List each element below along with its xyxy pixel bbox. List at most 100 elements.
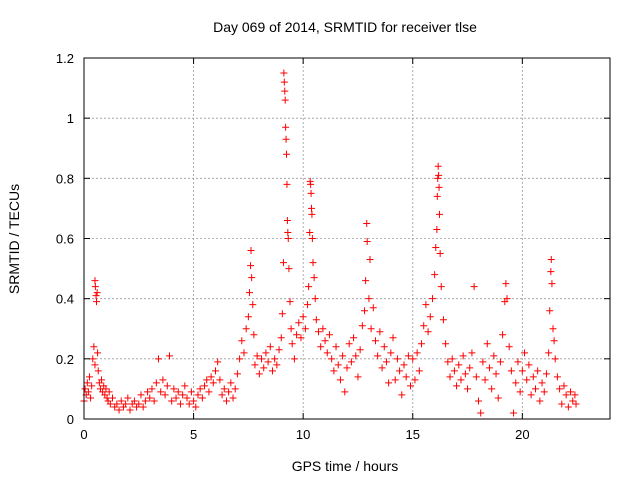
data-point — [505, 343, 513, 351]
data-point — [113, 400, 121, 408]
data-point — [247, 262, 255, 270]
data-point — [238, 337, 246, 345]
data-point — [490, 352, 498, 360]
data-point — [176, 400, 184, 408]
data-point — [278, 310, 286, 318]
data-point — [435, 171, 443, 179]
data-point — [547, 268, 555, 276]
data-point — [494, 394, 502, 402]
data-point — [152, 379, 160, 387]
data-point — [268, 367, 276, 375]
data-point — [216, 376, 224, 384]
data-point — [91, 361, 99, 369]
data-point — [135, 400, 143, 408]
data-point — [453, 382, 461, 390]
data-point — [281, 87, 289, 95]
data-point — [466, 364, 474, 372]
y-tick-label: 1.2 — [56, 51, 74, 66]
data-point — [376, 328, 384, 336]
data-point — [569, 397, 577, 405]
data-point — [185, 400, 193, 408]
y-axis-label: SRMTID / TECUs — [6, 184, 22, 294]
data-point — [435, 210, 443, 218]
data-point — [527, 391, 535, 399]
data-point — [247, 247, 255, 255]
data-point — [98, 376, 106, 384]
data-point — [190, 397, 198, 405]
data-point — [105, 388, 113, 396]
data-point — [328, 355, 336, 363]
data-point — [308, 235, 316, 242]
data-point — [283, 180, 291, 188]
data-point — [250, 331, 258, 339]
data-point — [567, 388, 575, 396]
data-point — [93, 289, 101, 297]
data-point — [433, 225, 441, 233]
data-point — [280, 78, 288, 86]
data-point — [525, 361, 533, 369]
data-point — [437, 283, 445, 291]
data-point — [148, 385, 156, 393]
y-tick-label: 0 — [67, 412, 74, 427]
data-point — [521, 349, 529, 357]
data-point — [422, 301, 430, 309]
data-point — [281, 96, 289, 104]
data-point — [529, 373, 537, 381]
data-point — [297, 334, 305, 342]
data-point — [301, 325, 309, 333]
data-point — [516, 388, 524, 396]
data-point — [540, 388, 548, 396]
data-point — [201, 382, 209, 390]
data-point — [83, 379, 91, 387]
data-point — [512, 379, 520, 387]
data-point — [227, 379, 235, 387]
data-point — [450, 367, 458, 375]
data-point — [361, 307, 369, 315]
data-point — [240, 349, 248, 357]
data-point — [168, 397, 176, 405]
data-point — [108, 394, 116, 402]
data-point — [546, 307, 554, 315]
data-point — [334, 361, 342, 369]
data-point — [461, 370, 469, 378]
data-point — [485, 364, 493, 372]
data-point — [179, 391, 187, 399]
data-point — [89, 355, 97, 363]
data-point — [229, 394, 237, 402]
x-tick-label: 0 — [80, 427, 87, 442]
data-point — [534, 367, 542, 375]
data-point — [572, 400, 580, 408]
data-point — [141, 397, 149, 405]
data-point — [420, 322, 428, 330]
data-point — [558, 400, 566, 408]
data-point — [556, 385, 564, 393]
data-point — [404, 352, 412, 360]
data-point — [163, 382, 171, 390]
data-point — [279, 259, 287, 267]
data-point — [122, 400, 130, 408]
x-tick-labels: 0 5 10 15 20 — [80, 427, 529, 442]
data-point — [275, 346, 283, 354]
data-point — [472, 373, 480, 381]
data-point — [91, 277, 99, 285]
data-point — [85, 373, 93, 381]
data-point — [341, 388, 349, 396]
data-point — [378, 364, 386, 372]
data-point — [434, 162, 442, 170]
data-point — [545, 349, 553, 357]
data-point — [413, 349, 421, 357]
data-point — [317, 343, 325, 351]
data-point — [470, 283, 478, 291]
data-point — [115, 406, 123, 414]
data-point — [553, 373, 561, 381]
data-point — [273, 361, 281, 369]
data-point — [366, 256, 374, 264]
data-point — [436, 250, 444, 258]
data-point — [411, 376, 419, 384]
data-point — [290, 355, 298, 363]
data-point — [319, 325, 327, 333]
data-point — [144, 388, 152, 396]
chart-title: Day 069 of 2014, SRMTID for receiver tls… — [213, 19, 477, 35]
data-point — [336, 376, 344, 384]
